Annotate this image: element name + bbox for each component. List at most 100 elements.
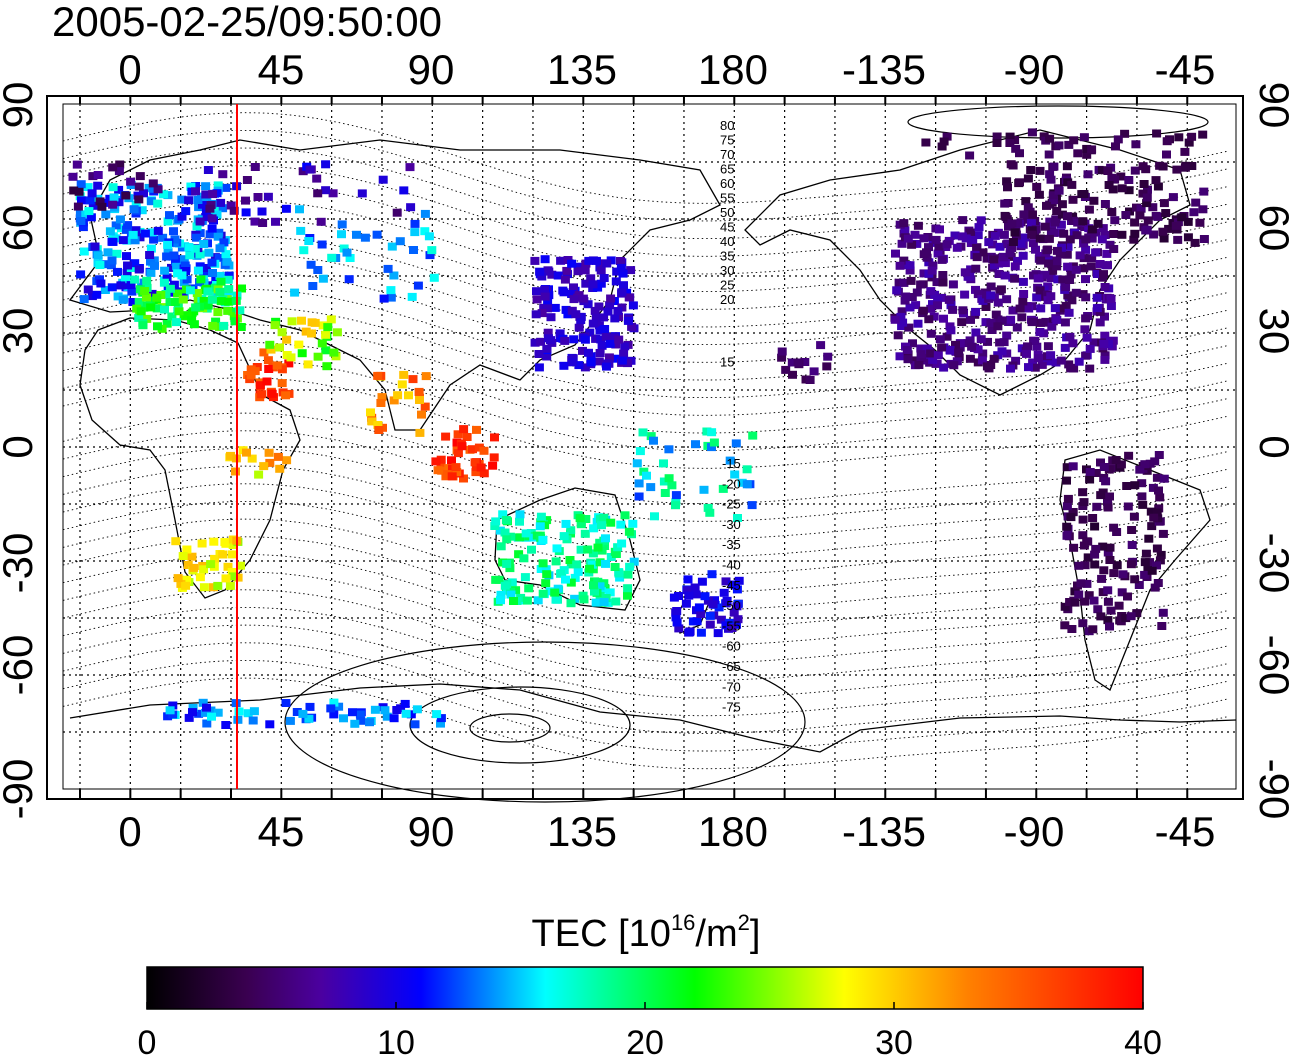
tec-cell — [451, 463, 461, 472]
tec-cell — [1062, 522, 1072, 531]
tec-cell — [1085, 468, 1095, 476]
tec-cell — [329, 698, 339, 707]
tec-cell — [213, 581, 223, 590]
tec-cell — [303, 360, 313, 369]
tec-cell — [672, 607, 682, 615]
tec-cell — [987, 326, 997, 334]
tec-cell — [100, 260, 110, 269]
tec-cell — [906, 276, 916, 285]
tec-cell — [586, 274, 596, 283]
tec-cell — [1012, 323, 1022, 332]
tec-cell — [297, 316, 306, 325]
tec-cell — [159, 190, 168, 199]
tec-cell — [1001, 212, 1011, 221]
tec-cell — [1135, 211, 1145, 220]
tec-cell — [1130, 229, 1140, 238]
tec-cell — [551, 557, 561, 566]
tec-cell — [500, 581, 510, 590]
tec-cell — [393, 391, 403, 400]
tec-cell — [649, 436, 658, 445]
tec-cell — [106, 261, 116, 270]
tec-cell — [1142, 193, 1152, 202]
tec-cell — [581, 279, 591, 288]
tec-cell — [1111, 456, 1121, 464]
tec-cell — [583, 545, 593, 554]
timestamp-title: 2005-02-25/09:50:00 — [52, 0, 442, 45]
lat-tick-label-right: -90 — [1251, 759, 1292, 820]
tec-cell — [531, 310, 541, 319]
tec-cell — [968, 235, 978, 244]
tec-cell — [1066, 513, 1076, 522]
tec-cell — [1110, 175, 1120, 184]
tec-cell — [793, 358, 803, 367]
tec-cell — [237, 284, 246, 293]
tec-cell — [1000, 259, 1010, 268]
tec-cell — [1003, 183, 1012, 192]
tec-cell — [1137, 479, 1147, 488]
tec-cell — [1091, 469, 1101, 477]
tec-cell — [718, 484, 728, 493]
tec-cell — [538, 589, 548, 598]
tec-cell — [191, 303, 201, 312]
tec-cell — [1064, 140, 1074, 149]
tec-cell — [218, 550, 228, 559]
tec-cell — [1032, 293, 1042, 302]
tec-cell — [1126, 612, 1136, 621]
tec-cell — [1187, 132, 1197, 141]
tec-cell — [566, 578, 576, 587]
tec-cell — [1005, 139, 1015, 147]
tec-cell — [502, 535, 512, 544]
tec-cell — [116, 281, 126, 290]
tec-cell — [169, 227, 178, 236]
tec-cell — [313, 189, 323, 198]
tec-cell — [972, 243, 982, 252]
tec-cell — [173, 574, 183, 583]
tec-cell — [912, 288, 922, 297]
tec-cell — [595, 558, 605, 567]
tec-cell — [541, 579, 551, 588]
tec-cell — [140, 229, 150, 238]
tec-cell — [707, 570, 717, 579]
tec-cell — [733, 615, 743, 624]
tec-cell — [604, 353, 614, 362]
tec-cell — [997, 347, 1007, 356]
tec-cell — [1052, 257, 1062, 266]
tec-cell — [713, 629, 723, 638]
tec-cell — [1090, 522, 1100, 531]
tec-cell — [95, 261, 105, 269]
tec-cell — [671, 491, 681, 500]
tec-cell — [1015, 149, 1024, 158]
tec-cell — [1105, 556, 1115, 564]
tec-cell — [965, 272, 975, 281]
tec-cell — [360, 233, 370, 242]
tec-cell — [1088, 514, 1098, 522]
tec-cell — [142, 276, 152, 285]
tec-cell — [1026, 219, 1036, 228]
tec-cell — [905, 303, 915, 312]
tec-cell — [1010, 262, 1020, 271]
tec-cell — [685, 628, 695, 637]
tec-cell — [560, 336, 570, 345]
tec-cell — [1078, 488, 1088, 497]
tec-cell — [574, 361, 584, 370]
tec-cell — [1078, 217, 1088, 226]
tec-cell — [355, 710, 365, 719]
tec-cell — [1083, 553, 1093, 562]
tec-cell — [955, 343, 965, 352]
tec-cell — [249, 707, 259, 716]
tec-cell — [181, 581, 191, 590]
tec-cell — [264, 365, 274, 373]
tec-cell — [202, 703, 211, 712]
lat-tick-label-right: 90 — [1251, 82, 1292, 129]
tec-cell — [1118, 570, 1128, 579]
lon-tick-label-top: 135 — [547, 46, 617, 93]
tec-cell — [1003, 239, 1013, 248]
tec-cell — [907, 240, 917, 249]
tec-cell — [1018, 251, 1028, 260]
contour-label-north: 35 — [720, 249, 734, 264]
tec-cell — [611, 277, 621, 286]
tec-cell — [342, 248, 352, 257]
tec-cell — [219, 321, 229, 330]
tec-cell — [926, 349, 936, 358]
